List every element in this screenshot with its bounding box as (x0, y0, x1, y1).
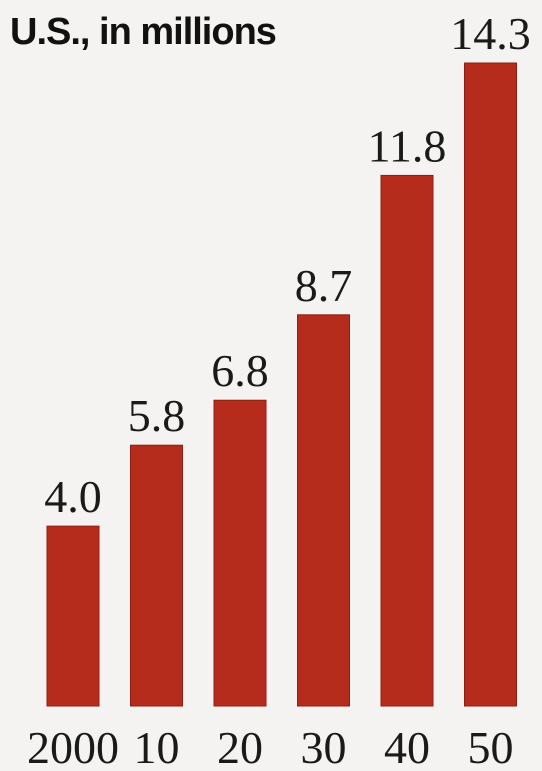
x-tick-labels-group: 2000 10 20 30 40 50 (27, 722, 514, 771)
bar-20 (213, 399, 267, 707)
bars-group (46, 62, 517, 707)
value-label-40: 11.8 (368, 120, 447, 171)
value-label-20: 6.8 (211, 345, 269, 396)
x-tick-label-10: 10 (134, 722, 180, 771)
value-labels-group: 4.0 5.8 6.8 8.7 11.8 14.3 (44, 8, 531, 522)
value-label-10: 5.8 (128, 390, 186, 441)
bar-2000 (46, 525, 100, 707)
x-tick-label-50: 50 (468, 722, 514, 771)
value-label-30: 8.7 (295, 260, 353, 311)
x-tick-label-30: 30 (301, 722, 347, 771)
chart-title: U.S., in millions (10, 11, 276, 53)
bar-10 (130, 444, 183, 707)
bar-40 (380, 174, 434, 707)
x-tick-label-40: 40 (384, 722, 430, 771)
bar-50 (464, 62, 517, 707)
value-label-2000: 4.0 (44, 471, 102, 522)
value-label-50: 14.3 (450, 8, 531, 59)
x-tick-label-20: 20 (217, 722, 263, 771)
x-tick-label-2000: 2000 (27, 722, 119, 771)
bar-30 (297, 314, 350, 707)
